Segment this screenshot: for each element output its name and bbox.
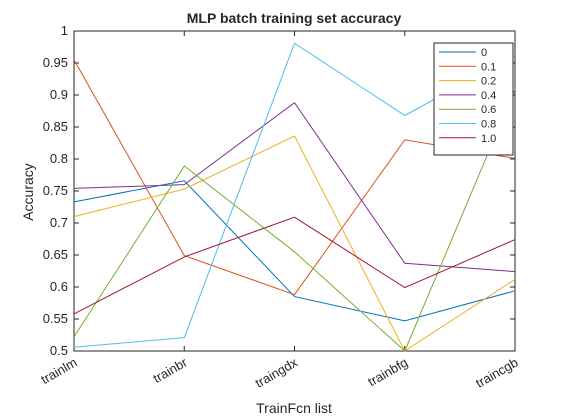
series-line-6 bbox=[73, 216, 516, 315]
y-tick-label: 0.5 bbox=[50, 343, 68, 358]
series-line-0 bbox=[73, 180, 516, 322]
x-tick-label: traincgb bbox=[473, 355, 521, 391]
series-line-3 bbox=[73, 101, 516, 273]
legend-label: 0 bbox=[481, 47, 487, 59]
y-tick-label: 0.75 bbox=[43, 183, 68, 198]
y-tick-label: 0.9 bbox=[50, 87, 68, 102]
legend-label: 0.4 bbox=[481, 90, 496, 102]
chart-title: MLP batch training set accuracy bbox=[187, 10, 402, 26]
y-tick-label: 1 bbox=[61, 23, 68, 38]
legend-label: 0.2 bbox=[481, 76, 496, 88]
legend-label: 0.6 bbox=[481, 104, 496, 116]
legend-label: 0.1 bbox=[481, 61, 496, 73]
x-axis-label: TrainFcn list bbox=[256, 400, 332, 416]
y-tick-label: 0.85 bbox=[43, 119, 68, 134]
series-line-2 bbox=[73, 135, 516, 352]
legend-label: 0.8 bbox=[481, 119, 496, 131]
x-tick-label: trainbfg bbox=[365, 355, 410, 390]
x-tick-label: trainlm bbox=[38, 355, 79, 387]
series-line-4 bbox=[73, 89, 516, 352]
y-tick-label: 0.95 bbox=[43, 55, 68, 70]
x-tick-label: trainbr bbox=[150, 354, 190, 386]
y-tick-label: 0.55 bbox=[43, 311, 68, 326]
legend-label: 1.0 bbox=[481, 133, 496, 145]
x-tick-label: traingdx bbox=[252, 354, 300, 390]
y-axis-label: Accuracy bbox=[20, 163, 36, 221]
y-tick-label: 0.6 bbox=[50, 279, 68, 294]
legend[interactable]: 0 0.1 0.2 0.4 0.6 0.8 1.0 bbox=[433, 42, 514, 156]
y-tick-label: 0.8 bbox=[50, 151, 68, 166]
y-tick-label: 0.65 bbox=[43, 247, 68, 262]
legend-box bbox=[433, 42, 514, 156]
y-tick-label: 0.7 bbox=[50, 215, 68, 230]
